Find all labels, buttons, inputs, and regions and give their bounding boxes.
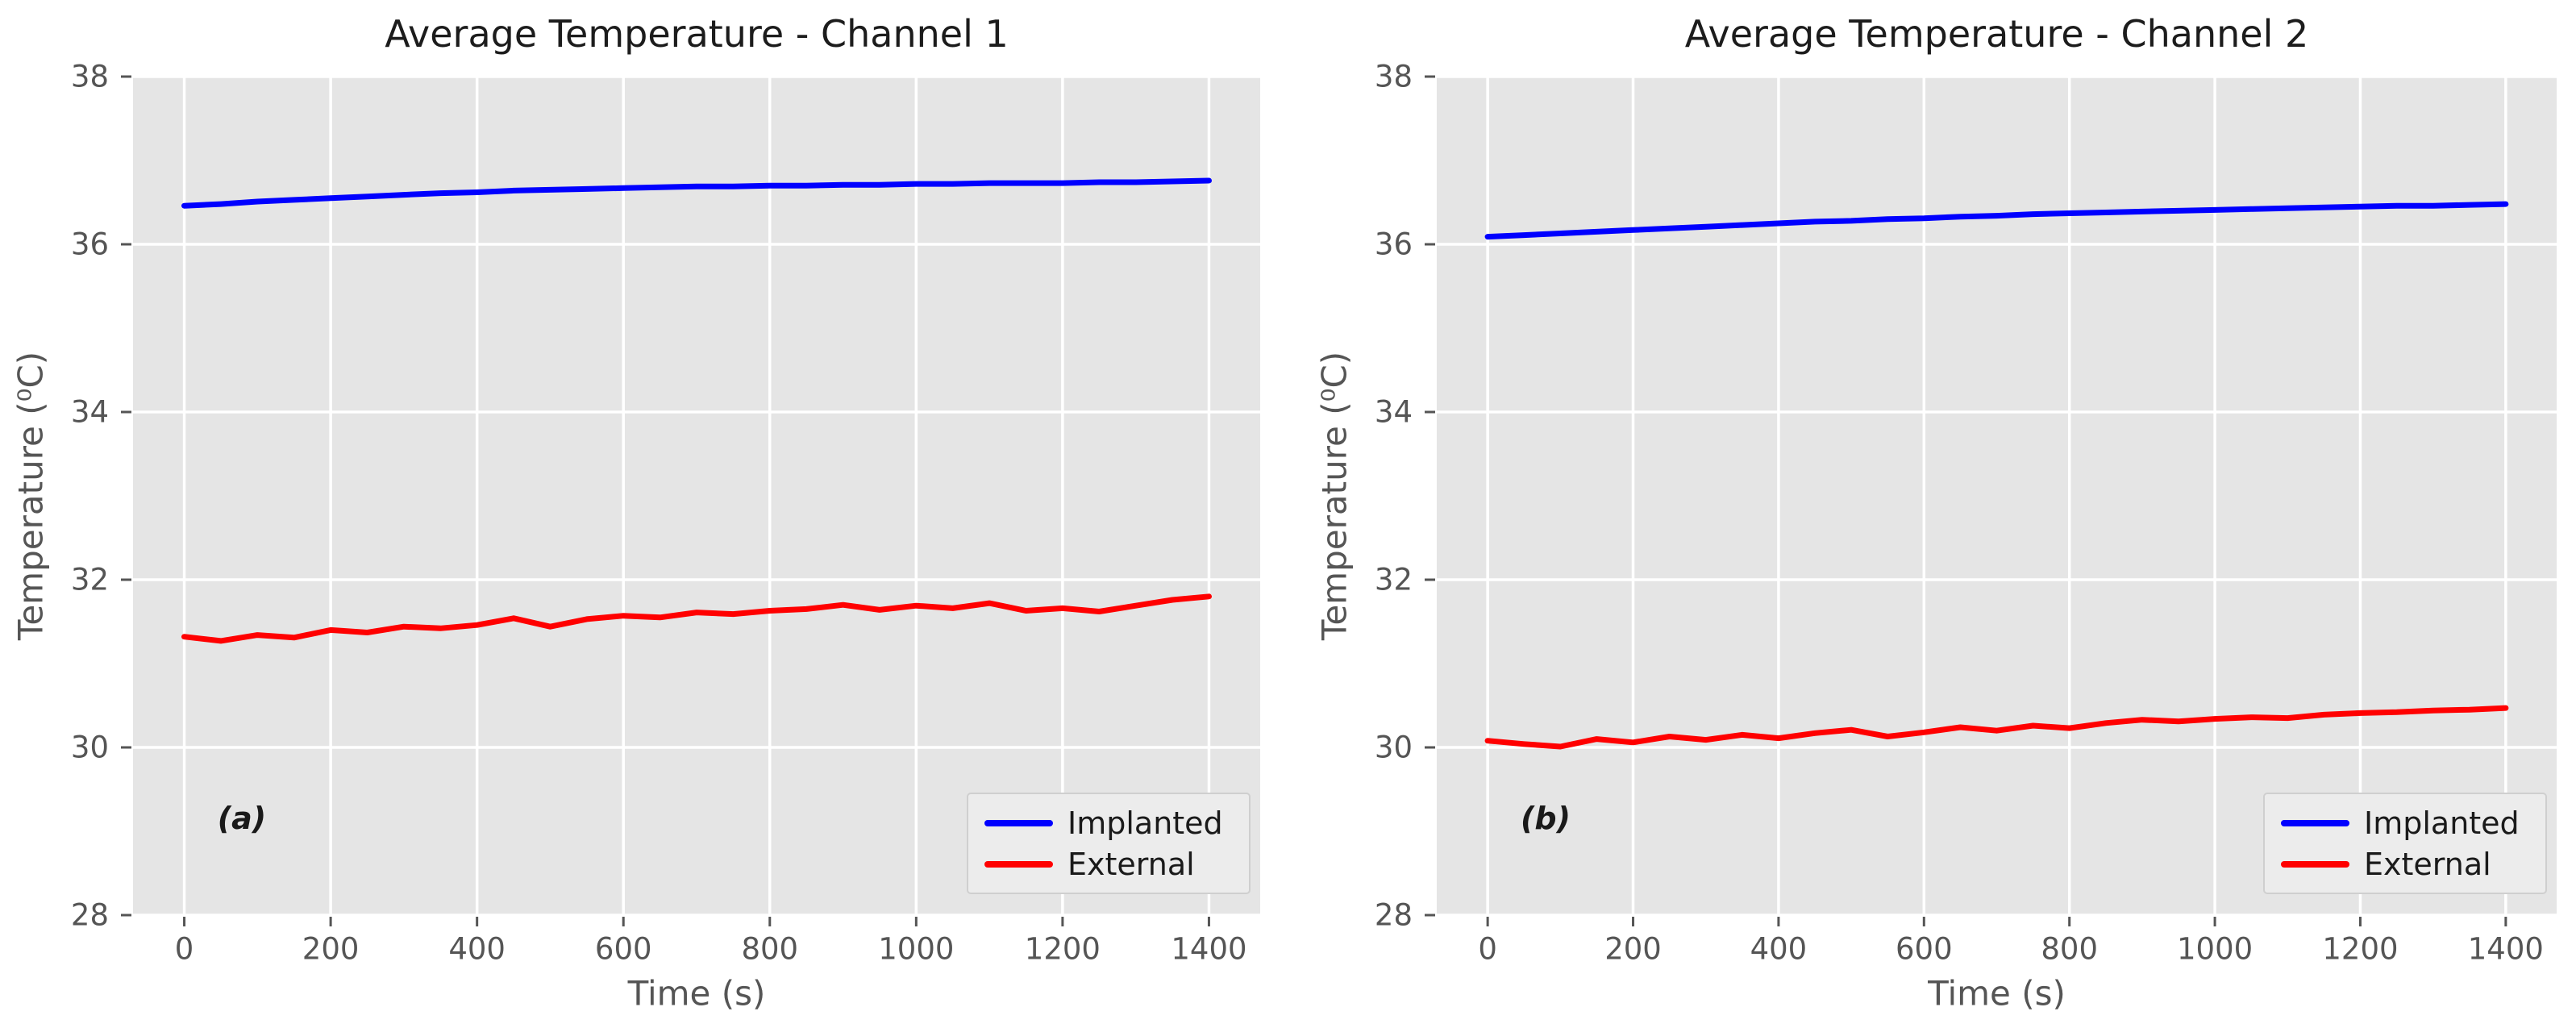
chart-channel-1: 0 200 400 600 800 1000 1200 1400 28 30 32 34 36 38 Ave… — [11, 12, 1260, 1013]
y-tick-label: 30 — [1375, 730, 1413, 765]
x-tick-label: 400 — [1750, 932, 1808, 967]
x-axis-label: Time (s) — [1927, 974, 2066, 1013]
x-tick-label: 1200 — [1025, 932, 1101, 967]
chart-title: Average Temperature - Channel 1 — [385, 12, 1009, 56]
x-axis-label: Time (s) — [627, 974, 766, 1013]
x-tick-label: 800 — [2041, 932, 2098, 967]
chart-title: Average Temperature - Channel 2 — [1685, 12, 2309, 56]
legend: Implanted External — [2263, 793, 2547, 894]
y-tick-label: 36 — [1375, 227, 1413, 262]
legend-label-external: External — [2364, 847, 2491, 882]
y-tick-label: 32 — [71, 563, 109, 597]
panel-annotation: (b) — [1521, 801, 1571, 836]
y-axis-label: Temperature (⁰C) — [11, 352, 51, 641]
panel-annotation: (a) — [218, 801, 266, 836]
external-line — [181, 593, 1212, 644]
x-tick-label: 1400 — [2468, 932, 2544, 967]
legend-label-external: External — [1067, 847, 1195, 882]
legend: Implanted External — [967, 793, 1251, 894]
chart-channel-2: 0 200 400 600 800 1000 1200 1400 28 30 32 34 36 38 Ave… — [1315, 12, 2557, 1013]
x-tick-label: 1000 — [2177, 932, 2253, 967]
external-line — [1484, 705, 2509, 750]
x-tick-label: 600 — [595, 932, 652, 967]
y-tick-label: 36 — [71, 227, 109, 262]
x-tick-label: 0 — [175, 932, 194, 967]
x-tick-label: 400 — [448, 932, 506, 967]
x-tick-label: 600 — [1896, 932, 1953, 967]
y-tick-label: 32 — [1375, 563, 1413, 597]
y-tick-label: 38 — [71, 60, 109, 94]
x-tick-label: 200 — [302, 932, 360, 967]
y-tick-label: 38 — [1375, 60, 1413, 94]
legend-label-implanted: Implanted — [2364, 805, 2520, 841]
plot-area — [133, 77, 1260, 915]
implanted-line — [181, 177, 1212, 209]
x-tick-label: 1400 — [1171, 932, 1246, 967]
x-tick-label: 200 — [1604, 932, 1662, 967]
x-tick-label: 1200 — [2322, 932, 2398, 967]
y-axis-label: Temperature (⁰C) — [1315, 352, 1355, 641]
x-tick-label: 0 — [1478, 932, 1497, 967]
legend-box — [2263, 793, 2547, 894]
y-tick-label: 28 — [71, 898, 109, 933]
y-tick-label: 28 — [1375, 898, 1413, 933]
y-tick-label: 34 — [71, 395, 109, 430]
implanted-line — [1484, 201, 2509, 240]
x-tick-label: 800 — [741, 932, 798, 967]
x-tick-label: 1000 — [878, 932, 954, 967]
legend-box — [967, 793, 1251, 894]
plot-area — [1437, 77, 2557, 915]
y-tick-label: 30 — [71, 730, 109, 765]
legend-label-implanted: Implanted — [1067, 805, 1223, 841]
y-tick-label: 34 — [1375, 395, 1413, 430]
